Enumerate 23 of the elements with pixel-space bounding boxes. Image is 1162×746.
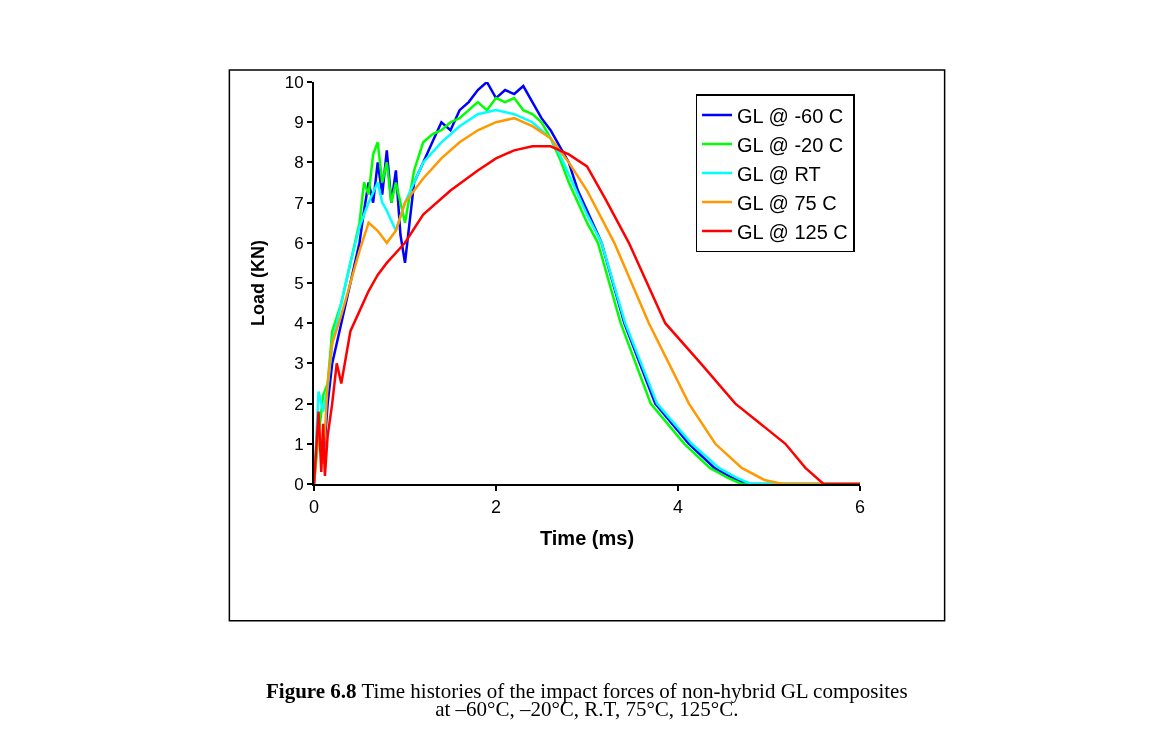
- x-axis-title: Time (ms): [539, 526, 635, 549]
- y-tick-label: 0: [294, 474, 304, 494]
- y-tick-label: 10: [284, 72, 304, 92]
- legend-label: GL @ -20 C: [737, 133, 844, 156]
- y-tick-label: 4: [294, 314, 304, 334]
- legend-label: GL @ RT: [737, 162, 821, 185]
- y-tick-label: 1: [294, 434, 304, 454]
- legend-label: GL @ 125 C: [737, 220, 848, 243]
- legend-label: GL @ 75 C: [737, 191, 837, 214]
- y-tick-label: 5: [294, 273, 304, 293]
- y-tick-label: 2: [294, 394, 304, 414]
- x-tick-label: 2: [490, 496, 502, 517]
- y-tick-label: 6: [294, 233, 304, 253]
- y-axis-title: Load (KN): [248, 240, 269, 326]
- y-tick-label: 8: [294, 153, 304, 173]
- y-tick-label: 3: [294, 354, 304, 374]
- legend-label: GL @ -60 C: [737, 104, 844, 127]
- y-tick-label: 9: [294, 113, 304, 133]
- x-tick-label: 6: [854, 496, 866, 517]
- x-tick-label: 4: [672, 496, 684, 517]
- y-tick-label: 7: [294, 193, 304, 213]
- text: Figure 6.8 Time histories of the impact forces of non-hybrid GL composites at –60°C, –20°C, R.T, 75°C, 125°C.: [266, 679, 908, 722]
- x-tick-label: 0: [308, 496, 320, 517]
